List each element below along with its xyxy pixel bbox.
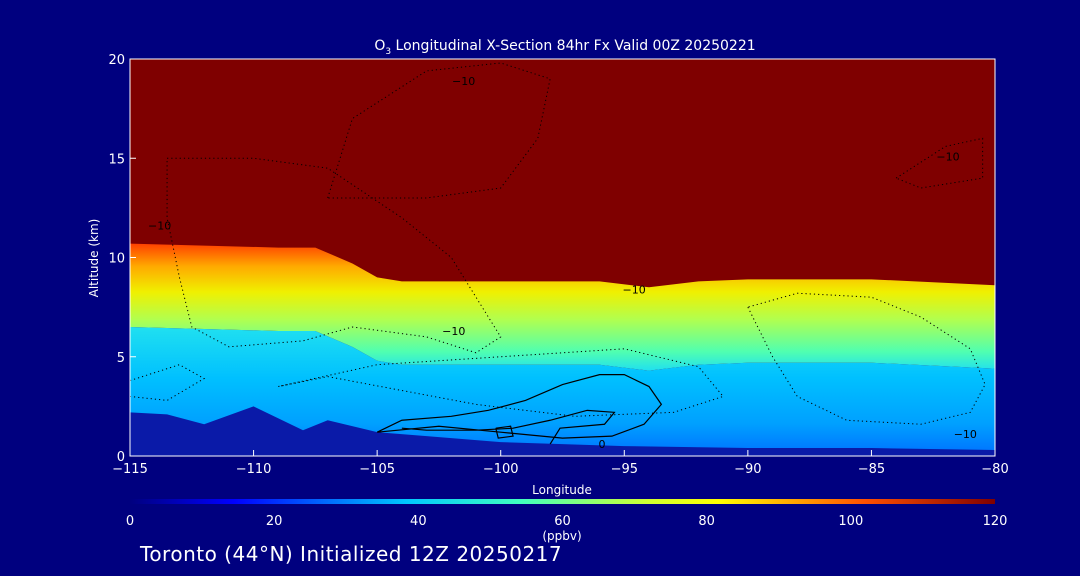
contour-label: −10: [442, 325, 465, 338]
x-axis: −115 −110 −105 −100 −95 −90 −85 −80: [112, 450, 1009, 477]
tropopause-band: [130, 243, 995, 371]
solid-contour-line: [495, 425, 514, 439]
contour-label: −10: [148, 220, 171, 233]
colorbar-units: (ppbv): [542, 529, 581, 543]
boundary-layer-fill: [130, 406, 995, 456]
colorbar-tick-label: 20: [266, 514, 283, 529]
colorbar-tick-label: 100: [838, 514, 863, 529]
contour-label: −10: [623, 283, 646, 296]
dotted-contour-line: [130, 364, 206, 401]
x-tick-label: −110: [236, 462, 272, 477]
colorbar-tick-label: 40: [410, 514, 427, 529]
y-tick-label: 10: [108, 252, 125, 267]
solid-contour-line: [401, 409, 616, 445]
chart-title: O3 Longitudinal X-Section 84hr Fx Valid …: [374, 38, 755, 57]
x-tick-label: −105: [359, 462, 395, 477]
x-tick-label: −85: [858, 462, 885, 477]
x-tick-label: −90: [734, 462, 761, 477]
x-tick-label: −100: [483, 462, 519, 477]
footer-caption: Toronto (44°N) Initialized 12Z 20250217: [140, 542, 563, 566]
x-tick-label: −95: [611, 462, 638, 477]
plot-area: −10 −10 −10 −10 −10 −10 0: [130, 59, 995, 456]
colorbar-tick-label: 0: [126, 514, 134, 529]
contour-label: −10: [954, 428, 977, 441]
lower-troposphere-fill: [130, 326, 995, 456]
contour-label: 0: [599, 438, 606, 451]
solid-contour-line: [376, 374, 663, 439]
y-tick-label: 5: [117, 351, 125, 366]
colorbar: [130, 499, 995, 504]
x-axis-label: Longitude: [532, 483, 592, 497]
dotted-contour-line: [327, 62, 551, 199]
contour-label: −10: [452, 75, 475, 88]
contour-label: −10: [936, 150, 959, 163]
x-tick-label: −115: [112, 462, 148, 477]
colorbar-tick-label: 80: [698, 514, 715, 529]
colorbar-ticks: 0 20 40 60 80 100 120: [126, 514, 1008, 529]
colorbar-tick-label: 120: [983, 514, 1008, 529]
y-axis-label: Altitude (km): [87, 219, 101, 298]
y-tick-label: 20: [108, 53, 125, 68]
y-tick-label: 15: [108, 152, 125, 167]
colorbar-tick-label: 60: [554, 514, 571, 529]
y-axis: 0 5 10 15 20: [108, 53, 136, 465]
x-tick-label: −80: [981, 462, 1008, 477]
dotted-contour-line: [166, 157, 502, 354]
y-tick-label: 0: [117, 450, 125, 465]
